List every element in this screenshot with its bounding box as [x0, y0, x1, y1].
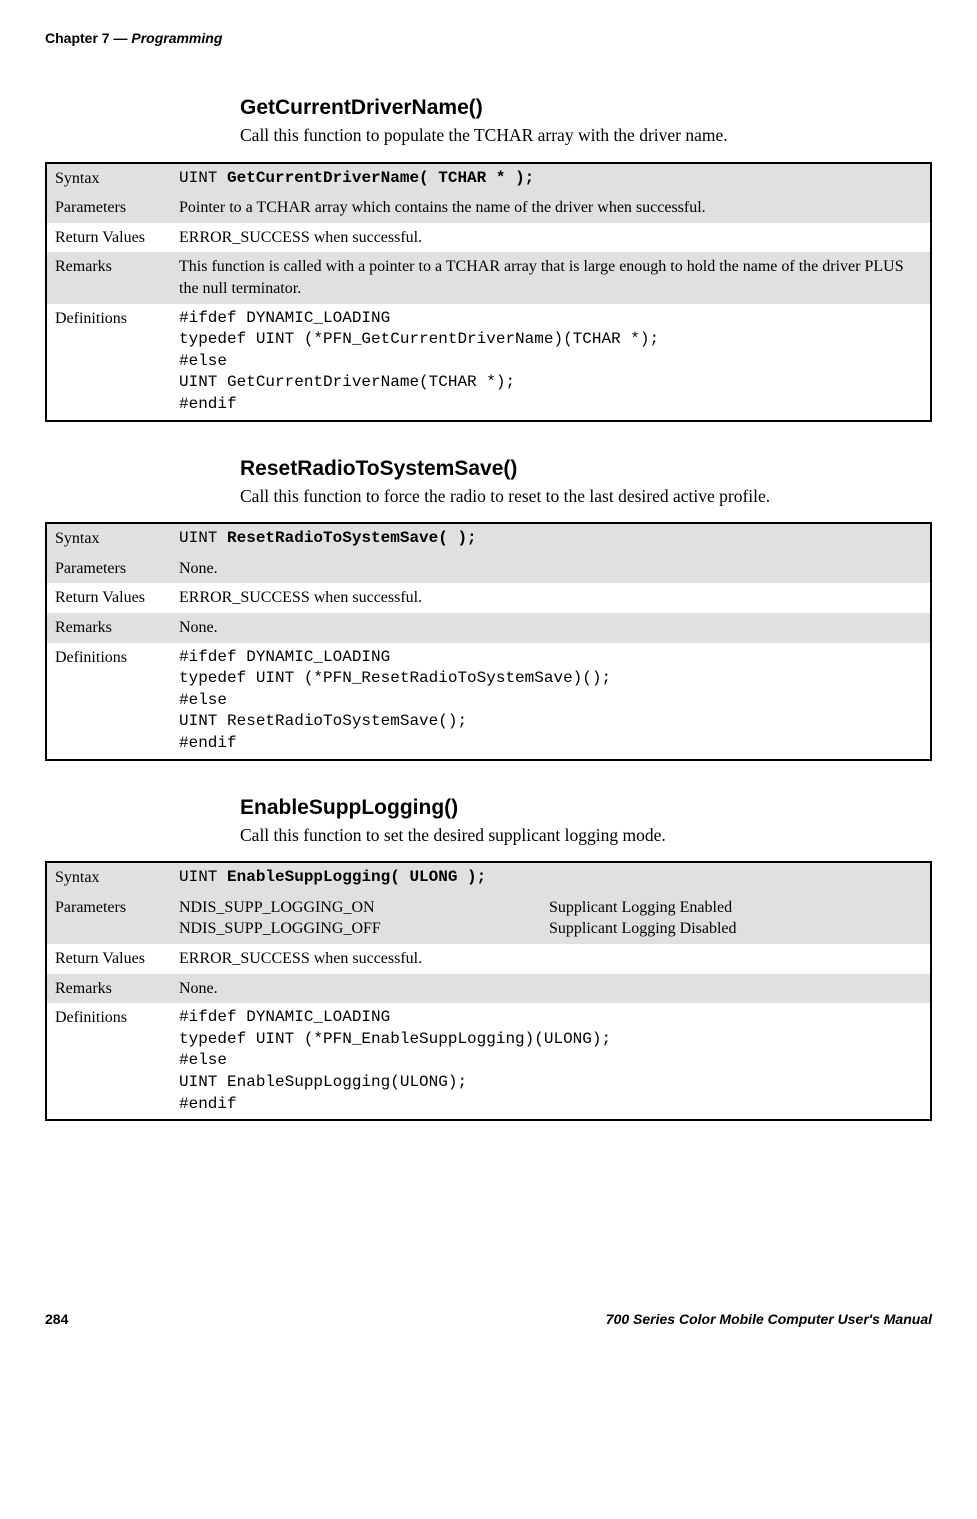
- row-parameters: Parameters NDIS_SUPP_LOGGING_ON Supplica…: [46, 893, 931, 944]
- chapter-label: Chapter 7: [45, 30, 110, 46]
- label-parameters: Parameters: [46, 554, 171, 584]
- chapter-left: Chapter 7 — Programming: [45, 30, 222, 46]
- parameters-value: Pointer to a TCHAR array which contains …: [171, 193, 931, 223]
- label-return-values: Return Values: [46, 944, 171, 974]
- page-header: Chapter 7 — Programming: [45, 30, 932, 46]
- row-return-values: Return Values ERROR_SUCCESS when success…: [46, 223, 931, 253]
- remarks-value: None.: [171, 974, 931, 1004]
- function-title: EnableSuppLogging(): [240, 796, 932, 820]
- row-return-values: Return Values ERROR_SUCCESS when success…: [46, 944, 931, 974]
- remarks-value: None.: [171, 613, 931, 643]
- definitions-value: #ifdef DYNAMIC_LOADING typedef UINT (*PF…: [171, 1003, 931, 1120]
- row-parameters: Parameters Pointer to a TCHAR array whic…: [46, 193, 931, 223]
- syntax-prefix: UINT: [179, 529, 227, 547]
- row-return-values: Return Values ERROR_SUCCESS when success…: [46, 583, 931, 613]
- syntax-signature: GetCurrentDriverName( TCHAR * );: [227, 169, 534, 187]
- syntax-value: UINT ResetRadioToSystemSave( );: [171, 523, 931, 554]
- row-remarks: Remarks This function is called with a p…: [46, 252, 931, 303]
- api-table: Syntax UINT GetCurrentDriverName( TCHAR …: [45, 162, 932, 422]
- param-name: NDIS_SUPP_LOGGING_ON: [179, 897, 549, 919]
- syntax-value: UINT GetCurrentDriverName( TCHAR * );: [171, 163, 931, 194]
- remarks-value: This function is called with a pointer t…: [171, 252, 931, 303]
- page-footer: 284 700 Series Color Mobile Computer Use…: [45, 1311, 932, 1327]
- label-parameters: Parameters: [46, 893, 171, 944]
- api-table: Syntax UINT ResetRadioToSystemSave( ); P…: [45, 522, 932, 760]
- parameters-value: None.: [171, 554, 931, 584]
- label-remarks: Remarks: [46, 974, 171, 1004]
- api-table: Syntax UINT EnableSuppLogging( ULONG ); …: [45, 861, 932, 1121]
- function-description: Call this function to populate the TCHAR…: [240, 124, 932, 148]
- param-desc: Supplicant Logging Disabled: [549, 918, 922, 940]
- function-description: Call this function to force the radio to…: [240, 485, 932, 509]
- parameters-value: NDIS_SUPP_LOGGING_ON Supplicant Logging …: [171, 893, 931, 944]
- label-return-values: Return Values: [46, 223, 171, 253]
- chapter-title: Programming: [131, 30, 222, 46]
- row-syntax: Syntax UINT ResetRadioToSystemSave( );: [46, 523, 931, 554]
- return-values-value: ERROR_SUCCESS when successful.: [171, 223, 931, 253]
- row-remarks: Remarks None.: [46, 613, 931, 643]
- label-return-values: Return Values: [46, 583, 171, 613]
- row-syntax: Syntax UINT GetCurrentDriverName( TCHAR …: [46, 163, 931, 194]
- function-title: GetCurrentDriverName(): [240, 96, 932, 120]
- row-definitions: Definitions #ifdef DYNAMIC_LOADING typed…: [46, 1003, 931, 1120]
- syntax-signature: ResetRadioToSystemSave( );: [227, 529, 477, 547]
- manual-title: 700 Series Color Mobile Computer User's …: [606, 1311, 932, 1327]
- return-values-value: ERROR_SUCCESS when successful.: [171, 583, 931, 613]
- param-name: NDIS_SUPP_LOGGING_OFF: [179, 918, 549, 940]
- header-separator: —: [113, 30, 127, 46]
- return-values-value: ERROR_SUCCESS when successful.: [171, 944, 931, 974]
- function-description: Call this function to set the desired su…: [240, 824, 932, 848]
- section-getcurrentdrivername: GetCurrentDriverName() Call this functio…: [45, 96, 932, 422]
- row-definitions: Definitions #ifdef DYNAMIC_LOADING typed…: [46, 304, 931, 421]
- row-syntax: Syntax UINT EnableSuppLogging( ULONG );: [46, 862, 931, 893]
- function-title: ResetRadioToSystemSave(): [240, 457, 932, 481]
- page-number: 284: [45, 1311, 68, 1327]
- label-syntax: Syntax: [46, 523, 171, 554]
- label-syntax: Syntax: [46, 163, 171, 194]
- section-enablesupplogging: EnableSuppLogging() Call this function t…: [45, 796, 932, 1122]
- label-definitions: Definitions: [46, 1003, 171, 1120]
- param-desc: Supplicant Logging Enabled: [549, 897, 922, 919]
- syntax-value: UINT EnableSuppLogging( ULONG );: [171, 862, 931, 893]
- section-resetradiotosystemsave: ResetRadioToSystemSave() Call this funct…: [45, 457, 932, 761]
- label-definitions: Definitions: [46, 304, 171, 421]
- label-definitions: Definitions: [46, 643, 171, 760]
- definitions-value: #ifdef DYNAMIC_LOADING typedef UINT (*PF…: [171, 304, 931, 421]
- syntax-signature: EnableSuppLogging( ULONG );: [227, 868, 486, 886]
- row-definitions: Definitions #ifdef DYNAMIC_LOADING typed…: [46, 643, 931, 760]
- syntax-prefix: UINT: [179, 169, 227, 187]
- label-syntax: Syntax: [46, 862, 171, 893]
- definitions-value: #ifdef DYNAMIC_LOADING typedef UINT (*PF…: [171, 643, 931, 760]
- row-remarks: Remarks None.: [46, 974, 931, 1004]
- syntax-prefix: UINT: [179, 868, 227, 886]
- label-parameters: Parameters: [46, 193, 171, 223]
- row-parameters: Parameters None.: [46, 554, 931, 584]
- label-remarks: Remarks: [46, 613, 171, 643]
- label-remarks: Remarks: [46, 252, 171, 303]
